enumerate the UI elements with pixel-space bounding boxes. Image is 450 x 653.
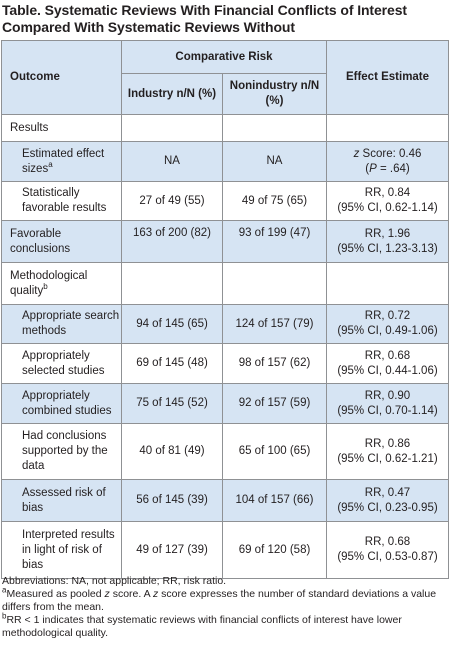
header-industry: Industry n/N (%) xyxy=(121,73,223,115)
nonindustry-cell: 124 of 157 (79) xyxy=(222,304,327,344)
effect-cell: RR, 0.47 (95% CI, 0.23-0.95) xyxy=(326,479,449,522)
effect-cell: RR, 0.68 (95% CI, 0.53-0.87) xyxy=(326,521,449,579)
industry-cell xyxy=(121,262,223,305)
industry-cell: NA xyxy=(121,141,223,182)
effect-cell: RR, 1.96 (95% CI, 1.23-3.13) xyxy=(326,220,449,263)
row-label: Interpreted results in light of risk of … xyxy=(1,521,122,579)
industry-cell: 56 of 145 (39) xyxy=(121,479,223,522)
data-table: Outcome Comparative Risk Effect Estimate… xyxy=(1,40,449,579)
row-label: Methodological qualityb xyxy=(1,262,122,305)
footnote-a: aMeasured as pooled z score. A z score e… xyxy=(2,585,437,613)
industry-cell: 49 of 127 (39) xyxy=(121,521,223,579)
effect-cell: RR, 0.84 (95% CI, 0.62-1.14) xyxy=(326,181,449,221)
row-label: Favorable conclusions xyxy=(1,220,122,263)
row-label: Appropriately combined studies xyxy=(1,383,122,424)
effect-cell xyxy=(326,114,449,142)
nonindustry-cell: 98 of 157 (62) xyxy=(222,343,327,384)
table-row: Appropriately selected studies 69 of 145… xyxy=(1,343,449,384)
table-row: Assessed risk of bias 56 of 145 (39) 104… xyxy=(1,479,449,522)
industry-cell: 27 of 49 (55) xyxy=(121,181,223,221)
table-row: Appropriate search methods 94 of 145 (65… xyxy=(1,304,449,344)
industry-cell xyxy=(121,114,223,142)
nonindustry-cell: 65 of 100 (65) xyxy=(222,423,327,480)
row-label: Appropriate search methods xyxy=(1,304,122,344)
row-label: Had conclusions supported by the data xyxy=(1,423,122,480)
nonindustry-cell: 93 of 199 (47) xyxy=(222,220,327,263)
header-effect-estimate: Effect Estimate xyxy=(326,40,449,115)
industry-cell: 163 of 200 (82) xyxy=(121,220,223,263)
table-row: Appropriately combined studies 75 of 145… xyxy=(1,383,449,424)
effect-cell xyxy=(326,262,449,305)
industry-cell: 69 of 145 (48) xyxy=(121,343,223,384)
nonindustry-cell: 69 of 120 (58) xyxy=(222,521,327,579)
header-nonindustry: Nonindustry n/N (%) xyxy=(222,73,327,115)
table-row: Results xyxy=(1,114,449,142)
footnote-abbreviations: Abbreviations: NA, not applicable; RR, r… xyxy=(2,575,227,587)
row-label: Results xyxy=(1,114,122,142)
industry-cell: 94 of 145 (65) xyxy=(121,304,223,344)
table-row: Favorable conclusions 163 of 200 (82) 93… xyxy=(1,220,449,263)
nonindustry-cell: 92 of 157 (59) xyxy=(222,383,327,424)
row-label: Appropriately selected studies xyxy=(1,343,122,384)
row-label: Assessed risk of bias xyxy=(1,479,122,522)
nonindustry-cell: NA xyxy=(222,141,327,182)
row-label: Statistically favorable results xyxy=(1,181,122,221)
header-comparative-risk: Comparative Risk xyxy=(121,40,327,74)
effect-cell: RR, 0.68 (95% CI, 0.44-1.06) xyxy=(326,343,449,384)
footnote-b: bRR < 1 indicates that systematic review… xyxy=(2,611,402,639)
footnotes: Abbreviations: NA, not applicable; RR, r… xyxy=(2,575,442,640)
row-label: Estimated effect sizesa xyxy=(1,141,122,182)
industry-cell: 75 of 145 (52) xyxy=(121,383,223,424)
table-row: Statistically favorable results 27 of 49… xyxy=(1,181,449,221)
table-row: Methodological qualityb xyxy=(1,262,449,305)
header-outcome: Outcome xyxy=(1,40,122,115)
effect-cell: RR, 0.72 (95% CI, 0.49-1.06) xyxy=(326,304,449,344)
table-title: Table. Systematic Reviews With Financial… xyxy=(2,2,407,35)
table-row: Interpreted results in light of risk of … xyxy=(1,521,449,579)
nonindustry-cell: 104 of 157 (66) xyxy=(222,479,327,522)
effect-cell: z Score: 0.46 (P = .64) xyxy=(326,141,449,182)
industry-cell: 40 of 81 (49) xyxy=(121,423,223,480)
nonindustry-cell xyxy=(222,114,327,142)
table-row: Had conclusions supported by the data 40… xyxy=(1,423,449,480)
table-row: Estimated effect sizesa NA NA z Score: 0… xyxy=(1,141,449,182)
nonindustry-cell xyxy=(222,262,327,305)
nonindustry-cell: 49 of 75 (65) xyxy=(222,181,327,221)
effect-cell: RR, 0.90 (95% CI, 0.70-1.14) xyxy=(326,383,449,424)
effect-cell: RR, 0.86 (95% CI, 0.62-1.21) xyxy=(326,423,449,480)
